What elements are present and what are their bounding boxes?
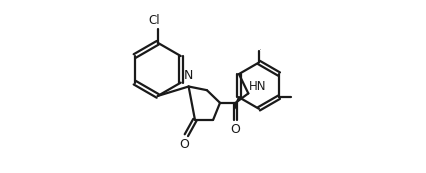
- Text: N: N: [183, 69, 192, 82]
- Text: CH₃: CH₃: [259, 49, 262, 51]
- Text: O: O: [230, 123, 240, 136]
- Text: Cl: Cl: [148, 14, 160, 27]
- Text: O: O: [179, 138, 189, 151]
- Text: HN: HN: [248, 80, 266, 93]
